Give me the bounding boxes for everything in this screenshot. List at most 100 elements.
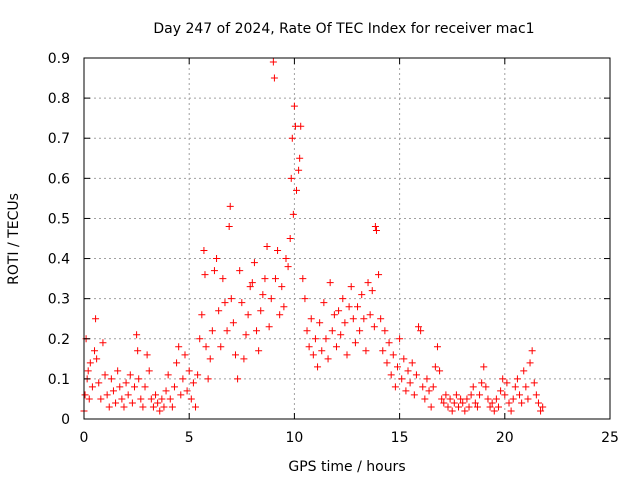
data-point [421,395,429,403]
data-point [202,343,210,351]
data-point [364,279,372,287]
data-point [173,359,181,367]
data-point [452,391,460,399]
data-point [240,355,248,363]
data-point [244,311,252,319]
data-point [530,379,538,387]
data-point [423,375,431,383]
data-point [465,403,473,411]
data-point [408,359,416,367]
data-point [166,395,174,403]
data-point [120,403,128,411]
data-point [330,311,338,319]
y-axis-label: ROTI / TECUs [6,193,22,285]
data-point [297,122,305,130]
y-tick-label: 0.4 [48,252,70,268]
data-point [463,395,471,403]
data-point [124,391,132,399]
y-tick-label: 0.7 [48,131,70,147]
data-point [145,367,153,375]
data-point [170,383,178,391]
data-point [415,323,423,331]
data-point [204,375,212,383]
data-point [250,259,258,267]
data-point [375,271,383,279]
data-point [383,359,391,367]
data-point [238,299,246,307]
y-tick-label: 0.8 [48,91,70,107]
data-point [152,391,160,399]
data-point [84,367,92,375]
data-point [213,255,221,263]
data-point [461,407,469,415]
data-point [442,391,450,399]
data-point [86,359,94,367]
data-point [486,403,494,411]
y-tick-label: 0.5 [48,211,70,227]
data-point [81,391,89,399]
data-point [377,315,385,323]
data-point [332,343,340,351]
data-point [436,367,444,375]
data-point [476,391,484,399]
data-point [516,391,524,399]
data-point [314,363,322,371]
data-point [143,351,151,359]
data-point [271,275,279,283]
grid-lines [84,58,610,419]
data-point [339,295,347,303]
data-point [109,387,117,395]
data-point [431,363,439,371]
data-point [400,355,408,363]
data-point [179,375,187,383]
data-point [446,395,454,403]
data-point [280,303,288,311]
data-point [158,395,166,403]
data-point [130,383,138,391]
data-point [200,247,208,255]
data-point [471,399,479,407]
data-point [368,287,376,295]
data-point [253,327,261,335]
data-point [278,283,286,291]
data-point [261,275,269,283]
data-point [520,367,528,375]
data-point [469,383,477,391]
data-point [534,399,542,407]
data-point [528,347,536,355]
data-point [149,403,157,411]
data-point [427,403,435,411]
data-point [160,403,168,411]
data-point [296,154,304,162]
data-point [227,295,235,303]
data-point [225,222,233,230]
data-point [97,395,105,403]
data-point [438,395,446,403]
data-point [358,291,366,299]
data-point [168,403,176,411]
data-point [497,387,505,395]
y-tick-label: 0.9 [48,51,70,67]
data-point [103,391,111,399]
data-point [387,371,395,379]
data-point [267,295,275,303]
data-point [393,363,401,371]
data-point [259,291,267,299]
data-point [116,383,124,391]
data-point [215,307,223,315]
data-point [265,323,273,331]
data-point [118,395,126,403]
data-point [257,307,265,315]
data-point [255,347,263,355]
data-point [320,299,328,307]
data-point [322,335,330,343]
data-point [223,327,231,335]
data-point [217,343,225,351]
y-tick-label: 0 [61,412,70,428]
data-point [345,303,353,311]
x-tick-label: 5 [185,430,194,446]
data-point [134,347,142,355]
data-point [501,391,509,399]
